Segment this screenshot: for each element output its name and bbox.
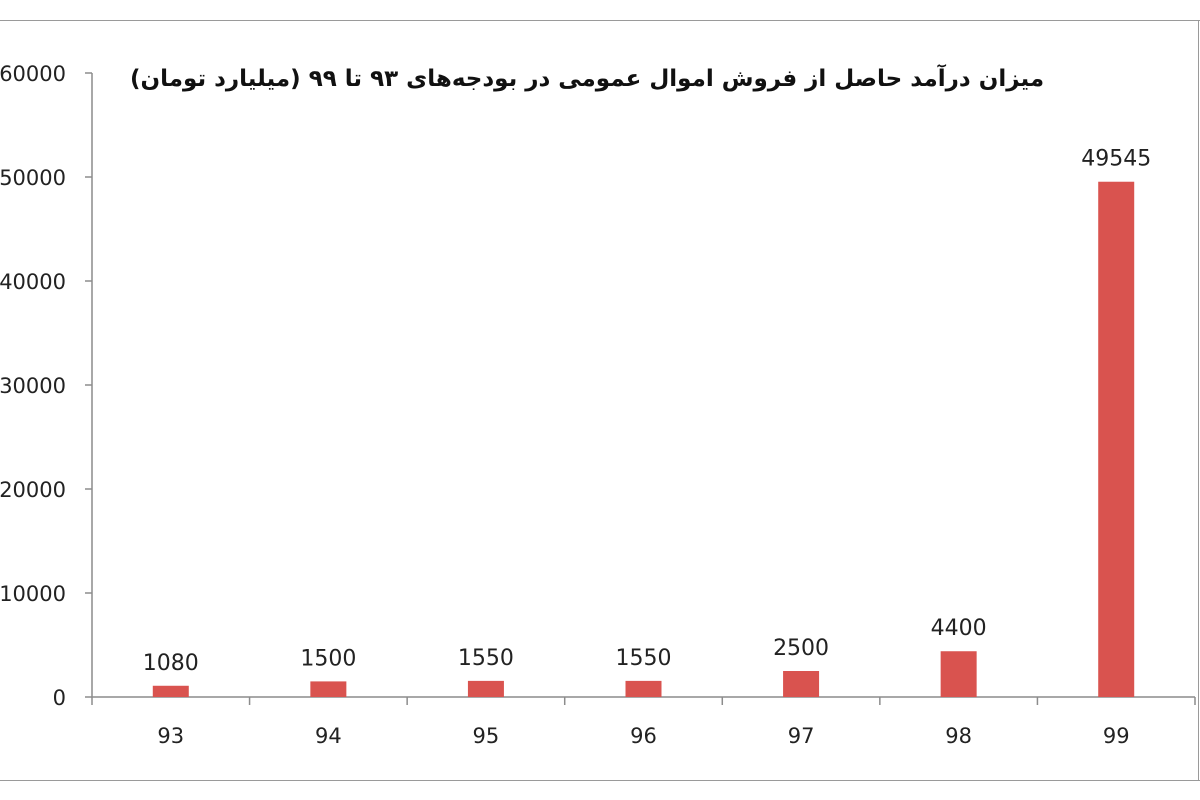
bar — [1098, 181, 1135, 697]
data-label: 49545 — [1081, 147, 1151, 172]
data-label: 1550 — [616, 646, 672, 671]
y-tick-label: 40000 — [0, 270, 66, 294]
y-tick-label: 50000 — [0, 166, 66, 190]
y-tick-label: 10000 — [0, 582, 66, 606]
bar — [940, 651, 977, 697]
x-tick-label: 97 — [788, 724, 815, 748]
bar — [467, 680, 504, 697]
data-label: 4400 — [931, 616, 987, 641]
bar — [152, 685, 189, 697]
y-tick-label: 60000 — [0, 62, 66, 86]
frame-border-top — [0, 20, 1200, 21]
labels: 0 10000 20000 30000 40000 50000 60000 93 1080 94 1… — [0, 62, 1151, 748]
x-tick-label: 98 — [945, 724, 972, 748]
x-tick-label: 95 — [473, 724, 500, 748]
bars — [152, 181, 1135, 697]
chart-title: میزان درآمد حاصل از فروش اموال عمومی در … — [130, 66, 1045, 92]
data-label: 2500 — [773, 636, 829, 661]
frame-border-right — [1198, 20, 1199, 780]
frame-border-bottom — [0, 780, 1200, 781]
axes — [85, 72, 1196, 705]
bar — [310, 681, 347, 697]
x-tick-label: 93 — [157, 724, 184, 748]
y-tick-label: 0 — [53, 686, 66, 710]
data-label: 1550 — [458, 646, 514, 671]
x-tick-label: 99 — [1103, 724, 1130, 748]
x-tick-label: 96 — [630, 724, 657, 748]
y-tick-label: 30000 — [0, 374, 66, 398]
bar — [783, 671, 820, 697]
bar — [625, 680, 662, 697]
data-label: 1080 — [143, 651, 199, 676]
x-tick-label: 94 — [315, 724, 342, 748]
y-tick-label: 20000 — [0, 478, 66, 502]
data-label: 1500 — [300, 646, 356, 671]
